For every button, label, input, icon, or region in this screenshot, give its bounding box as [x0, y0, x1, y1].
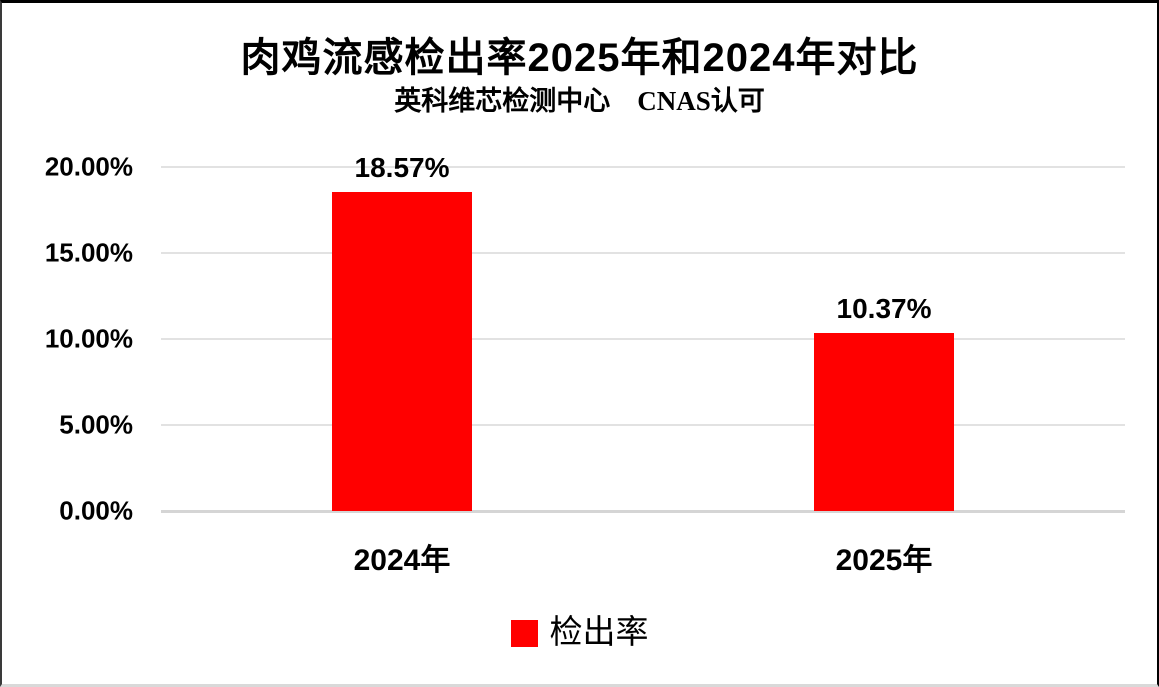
chart-subtitle: 英科维芯检测中心 CNAS认可 [394, 86, 765, 116]
x-axis-category-label: 2025年 [835, 544, 933, 577]
y-axis-tick-label: 5.00% [59, 409, 133, 440]
bar [814, 332, 954, 511]
y-axis-tick-label: 0.00% [59, 495, 133, 526]
bar-value-label: 10.37% [836, 292, 932, 324]
bar-value-label: 18.57% [354, 151, 450, 183]
plot-area: 18.57% 10.37% [161, 152, 1125, 513]
y-axis-tick-label: 10.00% [44, 323, 133, 354]
gridline [161, 338, 1125, 340]
legend-swatch-icon [510, 620, 538, 647]
bar [332, 191, 472, 511]
x-axis-line [161, 510, 1125, 513]
chart-title: 肉鸡流感检出率2025年和2024年对比 [240, 36, 919, 80]
y-axis-tick-label: 15.00% [44, 237, 133, 268]
legend: 检出率 [2, 617, 1157, 650]
gridline [161, 252, 1125, 254]
gridline [161, 424, 1125, 426]
gridline [161, 166, 1125, 168]
x-axis-category-label: 2024年 [353, 544, 451, 577]
legend-label: 检出率 [549, 615, 649, 651]
y-axis-tick-label: 20.00% [44, 151, 133, 182]
